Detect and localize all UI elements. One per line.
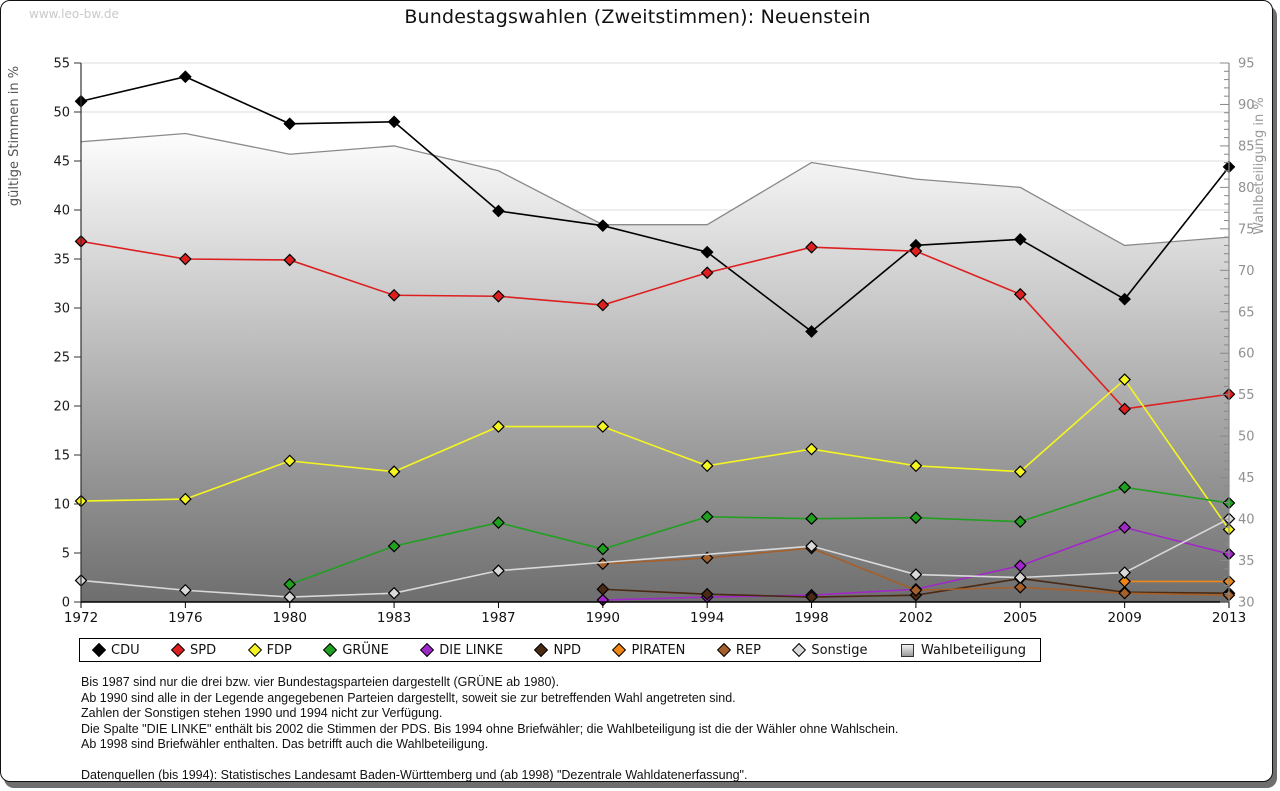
svg-text:45: 45: [53, 155, 70, 170]
svg-text:55: 55: [53, 57, 70, 72]
footnote-line: Zahlen der Sonstigen stehen 1990 und 199…: [81, 706, 443, 721]
legend-label: Sonstige: [811, 642, 868, 658]
svg-text:1980: 1980: [273, 610, 307, 626]
legend-label: PIRATEN: [631, 642, 686, 658]
svg-text:1976: 1976: [168, 610, 202, 626]
legend-label: DIE LINKE: [439, 642, 504, 658]
svg-text:75: 75: [1238, 222, 1255, 237]
chart-legend: CDU SPD FDP GRÜNE DIE LINKE NPD PIRATEN REP Sons…: [79, 638, 1041, 662]
legend-item-spd: SPD: [170, 642, 217, 658]
svg-text:1987: 1987: [481, 610, 515, 626]
series-spd: [74, 235, 1236, 416]
y-right-axis-title: Wahlbeteiligung in %: [1252, 97, 1267, 234]
svg-text:85: 85: [1238, 139, 1255, 154]
svg-text:95: 95: [1238, 57, 1255, 72]
svg-text:65: 65: [1238, 305, 1255, 320]
svg-text:80: 80: [1238, 181, 1255, 196]
svg-text:2013: 2013: [1212, 610, 1246, 626]
footnote-line: Die Spalte "DIE LINKE" enthält bis 2002 …: [81, 721, 899, 736]
svg-text:1994: 1994: [690, 610, 724, 626]
legend-label: REP: [735, 642, 761, 658]
diamond-swatch-icon: [420, 642, 435, 658]
legend-item-piraten: PIRATEN: [612, 642, 686, 658]
svg-text:55: 55: [1238, 388, 1255, 403]
svg-text:1972: 1972: [64, 610, 98, 626]
diamond-swatch-icon: [612, 642, 627, 658]
svg-text:1983: 1983: [377, 610, 411, 626]
svg-text:30: 30: [53, 302, 70, 317]
svg-text:70: 70: [1238, 264, 1255, 279]
diamond-swatch-icon: [792, 642, 807, 658]
svg-text:40: 40: [1238, 513, 1255, 528]
svg-text:60: 60: [1238, 347, 1255, 362]
data-source-note: Datenquellen (bis 1994): Statistisches L…: [81, 767, 748, 782]
diamond-swatch-icon: [716, 642, 731, 658]
legend-item-npd: NPD: [534, 642, 582, 658]
svg-text:2005: 2005: [1003, 610, 1037, 626]
svg-text:25: 25: [53, 351, 70, 366]
svg-text:0: 0: [62, 596, 70, 611]
footnotes: Bis 1987 sind nur die drei bzw. vier Bun…: [81, 675, 898, 784]
square-swatch-icon: [900, 643, 914, 657]
y-left-axis-title: gültige Stimmen in %: [7, 66, 22, 206]
legend-item-wahlbeteiligung: Wahlbeteiligung: [900, 642, 1026, 658]
footnote-line: Ab 1990 sind alle in der Legende angegeb…: [81, 690, 736, 705]
legend-item-grüne: GRÜNE: [323, 642, 389, 658]
svg-text:50: 50: [53, 106, 70, 121]
svg-text:2002: 2002: [899, 610, 933, 626]
diamond-swatch-icon: [323, 642, 338, 658]
page-title: Bundestagswahlen (Zweitstimmen): Neuenst…: [404, 6, 871, 28]
svg-text:90: 90: [1238, 98, 1255, 113]
legend-label: Wahlbeteiligung: [920, 642, 1026, 658]
footnote-lines: Bis 1987 sind nur die drei bzw. vier Bun…: [81, 675, 898, 753]
diamond-swatch-icon: [534, 642, 549, 658]
svg-text:40: 40: [53, 204, 70, 219]
watermark: www.leo-bw.de: [29, 7, 119, 21]
legend-item-cdu: CDU: [91, 642, 140, 658]
svg-text:5: 5: [62, 547, 70, 562]
svg-text:2009: 2009: [1107, 610, 1141, 626]
svg-text:30: 30: [1238, 596, 1255, 611]
legend-item-die-linke: DIE LINKE: [420, 642, 504, 658]
footnote-line: Bis 1987 sind nur die drei bzw. vier Bun…: [81, 675, 560, 689]
svg-text:10: 10: [53, 498, 70, 513]
footnote-line: Ab 1998 sind Briefwähler enthalten. Das …: [81, 737, 489, 752]
legend-label: GRÜNE: [342, 642, 389, 658]
series-wahlbeteiligung-area: [80, 132, 1230, 602]
svg-text:1998: 1998: [794, 610, 828, 626]
legend-item-fdp: FDP: [247, 642, 292, 658]
svg-text:15: 15: [53, 449, 70, 464]
legend-label: CDU: [111, 642, 140, 658]
diamond-swatch-icon: [247, 642, 262, 658]
legend-label: SPD: [190, 642, 217, 658]
svg-text:1990: 1990: [586, 610, 620, 626]
diamond-swatch-icon: [170, 642, 186, 658]
legend-item-sonstige: Sonstige: [792, 642, 868, 658]
axes: 0 5 10 15 20 25 30 35 40 45 50 55 30 35 40 45 50 55 60 65 70…: [7, 57, 1267, 627]
svg-text:20: 20: [53, 400, 70, 415]
svg-text:35: 35: [1238, 554, 1255, 569]
series-cdu: [74, 70, 1236, 338]
svg-text:50: 50: [1238, 430, 1255, 445]
svg-text:35: 35: [53, 253, 70, 268]
svg-text:45: 45: [1238, 471, 1255, 486]
legend-label: NPD: [553, 642, 582, 658]
series-grüne: [283, 480, 1236, 591]
diamond-swatch-icon: [91, 642, 107, 658]
legend-item-rep: REP: [716, 642, 761, 658]
election-chart: 0 5 10 15 20 25 30 35 40 45 50 55 30 35 40 45 50 55 60 65 70…: [7, 57, 1267, 627]
legend-label: FDP: [266, 642, 292, 658]
